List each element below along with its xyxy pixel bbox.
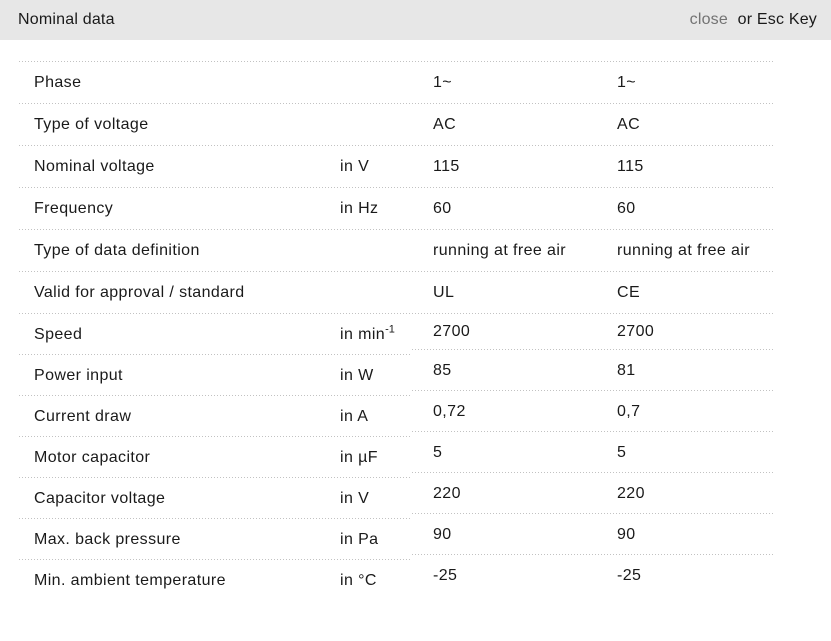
row-unit-text: in min <box>340 325 386 343</box>
nominal-data-table: Phase Type of voltage Nominal voltage in… <box>19 61 774 601</box>
table-row-values: 2700 2700 <box>412 314 774 350</box>
row-unit: in A <box>340 408 412 426</box>
table-row-values: 1~ 1~ <box>412 62 774 104</box>
row-label: Valid for approval / standard <box>34 284 245 301</box>
row-unit-text: in A <box>340 407 369 425</box>
row-unit: in °C <box>340 572 412 590</box>
value-col1: 220 <box>433 484 461 502</box>
table-body: Phase Type of voltage Nominal voltage in… <box>19 62 774 601</box>
table-row-values: 220 220 <box>412 473 774 514</box>
row-unit-text: in °C <box>340 571 377 589</box>
table-top-divider <box>19 61 774 62</box>
value-col1: 115 <box>433 158 460 175</box>
table-row-values: UL CE <box>412 272 774 314</box>
table-row-label: Min. ambient temperature in °C <box>19 560 412 601</box>
value-col2: 81 <box>617 361 636 379</box>
table-row-label: Speed in min-1 <box>19 314 412 355</box>
value-col2: 0,7 <box>617 402 641 420</box>
row-unit: in Hz <box>340 200 412 218</box>
value-col2: 1~ <box>617 74 637 91</box>
row-unit-text: in Hz <box>340 200 379 217</box>
row-label: Phase <box>34 74 82 91</box>
row-label: Speed <box>34 325 83 343</box>
row-unit-sup: -1 <box>385 323 395 336</box>
row-label: Type of data definition <box>34 242 200 259</box>
table-row-values: 5 5 <box>412 432 774 473</box>
table-row-values: 0,72 0,7 <box>412 391 774 432</box>
value-col1: 0,72 <box>433 402 466 420</box>
table-row-label: Type of data definition <box>19 230 412 272</box>
value-col2: 2700 <box>617 323 655 340</box>
values-columns: 1~ 1~ AC AC 115 115 60 60 running at fre… <box>412 62 774 601</box>
row-label: Current draw <box>34 407 132 425</box>
value-col1: -25 <box>433 566 458 584</box>
labels-column: Phase Type of voltage Nominal voltage in… <box>19 62 412 601</box>
table-row-values: running at free air running at free air <box>412 230 774 272</box>
value-col2: CE <box>617 284 641 301</box>
value-col1: 85 <box>433 361 452 379</box>
table-row-label: Phase <box>19 62 412 104</box>
row-label: Motor capacitor <box>34 448 151 466</box>
row-unit-text: in V <box>340 489 370 507</box>
dialog-header: Nominal data close or Esc Key <box>0 0 831 40</box>
table-row-label: Capacitor voltage in V <box>19 478 412 519</box>
row-unit: in min-1 <box>340 323 412 344</box>
row-unit: in V <box>340 158 412 176</box>
dialog-title: Nominal data <box>18 11 115 28</box>
value-col1: 5 <box>433 443 443 461</box>
table-row-values: -25 -25 <box>412 555 774 596</box>
table-row-label: Nominal voltage in V <box>19 146 412 188</box>
row-unit: in W <box>340 367 412 385</box>
row-unit-text: in µF <box>340 448 378 466</box>
value-col1: 1~ <box>433 74 453 91</box>
value-col2: 90 <box>617 525 636 543</box>
table-row-label: Valid for approval / standard <box>19 272 412 314</box>
row-label: Power input <box>34 366 123 384</box>
value-col1: 2700 <box>433 323 471 340</box>
value-col2: 5 <box>617 443 627 461</box>
row-unit-text: in V <box>340 158 370 175</box>
esc-key-hint: or Esc Key <box>737 11 817 28</box>
row-unit-text: in W <box>340 366 374 384</box>
row-label: Capacitor voltage <box>34 489 166 507</box>
value-col1: 60 <box>433 200 452 217</box>
row-label: Type of voltage <box>34 116 149 133</box>
row-label: Nominal voltage <box>34 158 155 175</box>
table-row-label: Frequency in Hz <box>19 188 412 230</box>
value-col1: running at free air <box>433 242 567 259</box>
value-col2: 115 <box>617 158 644 175</box>
value-col2: AC <box>617 116 641 133</box>
table-row-values: 115 115 <box>412 146 774 188</box>
table-row-label: Power input in W <box>19 355 412 396</box>
table-row-label: Motor capacitor in µF <box>19 437 412 478</box>
row-label: Max. back pressure <box>34 530 181 548</box>
value-col2: running at free air <box>617 242 751 259</box>
value-col2: 220 <box>617 484 645 502</box>
value-col2: -25 <box>617 566 642 584</box>
row-label: Min. ambient temperature <box>34 571 226 589</box>
row-unit-text: in Pa <box>340 530 379 548</box>
row-unit: in Pa <box>340 531 412 549</box>
value-col2: 60 <box>617 200 636 217</box>
value-col1: 90 <box>433 525 452 543</box>
close-area: close or Esc Key <box>690 11 817 29</box>
table-row-label: Max. back pressure in Pa <box>19 519 412 560</box>
table-row-label: Type of voltage <box>19 104 412 146</box>
table-row-values: 60 60 <box>412 188 774 230</box>
row-unit: in µF <box>340 449 412 467</box>
table-row-values: 90 90 <box>412 514 774 555</box>
table-row-label: Current draw in A <box>19 396 412 437</box>
close-button[interactable]: close <box>689 11 728 28</box>
value-col1: AC <box>433 116 457 133</box>
row-unit: in V <box>340 490 412 508</box>
table-row-values: AC AC <box>412 104 774 146</box>
row-label: Frequency <box>34 200 114 217</box>
table-row-values: 85 81 <box>412 350 774 391</box>
value-col1: UL <box>433 284 455 301</box>
